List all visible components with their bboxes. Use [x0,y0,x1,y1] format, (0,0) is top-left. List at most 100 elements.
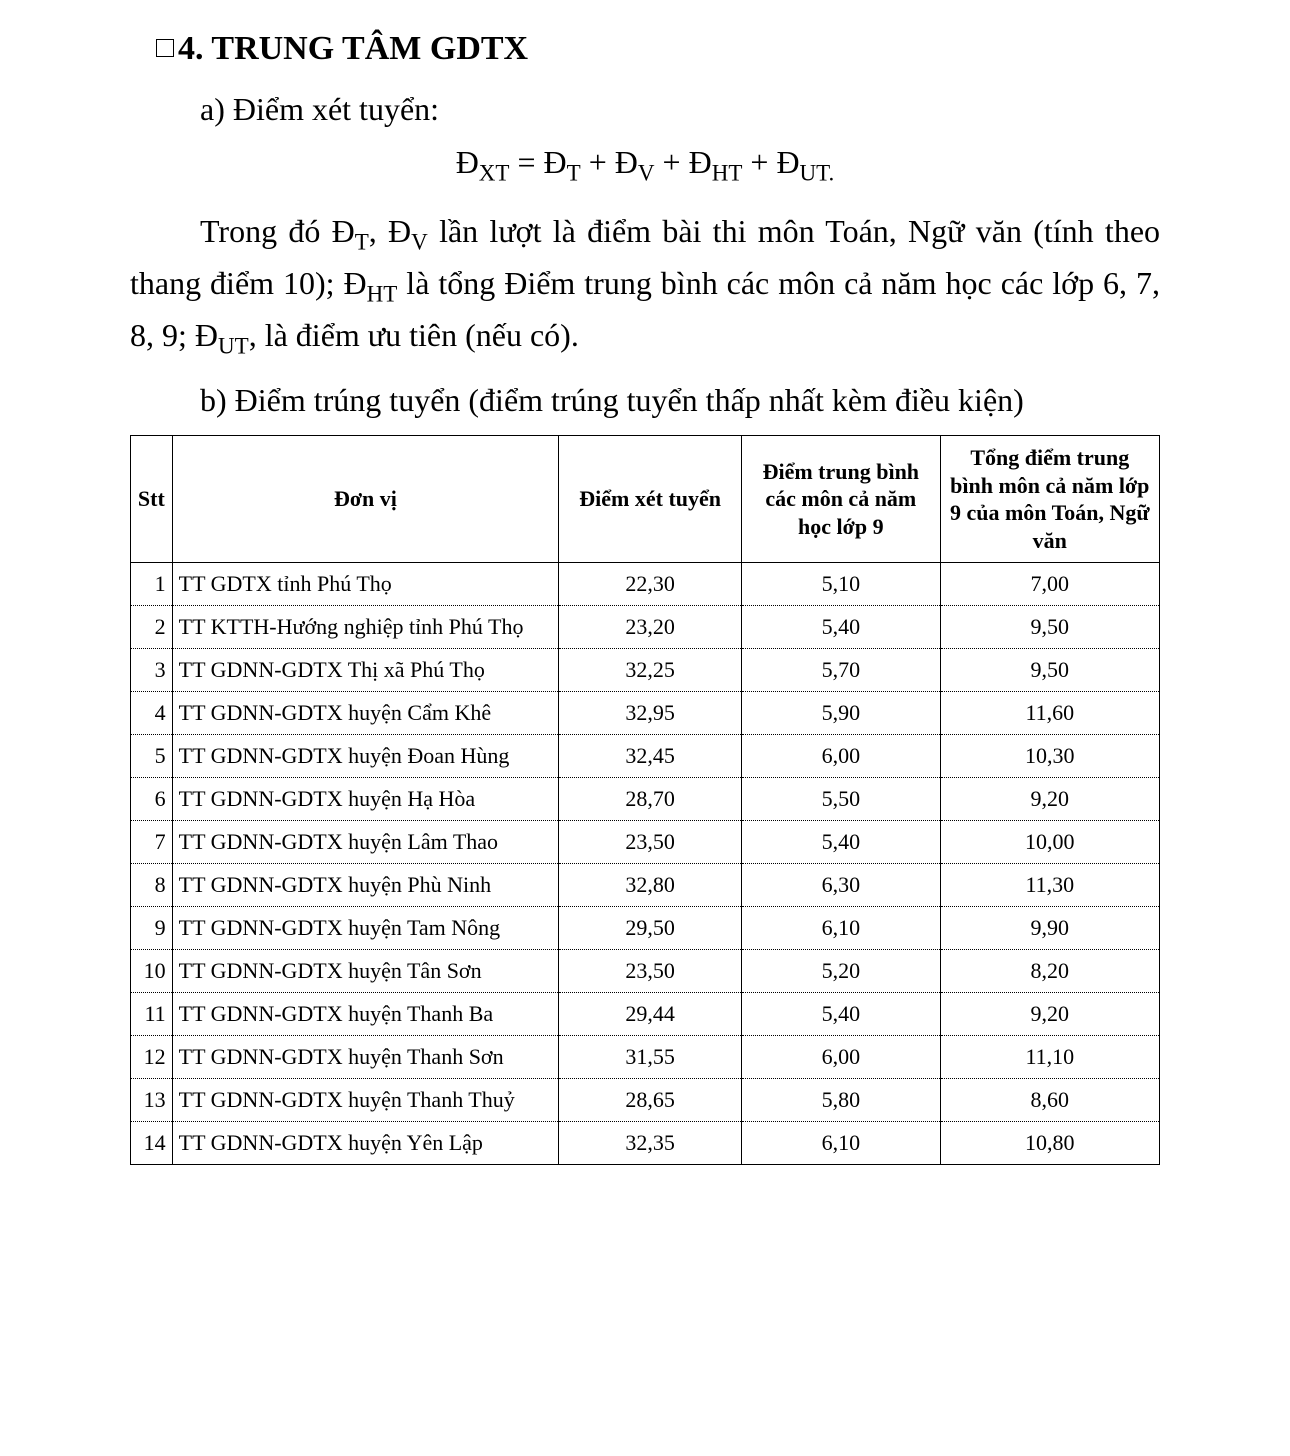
cell-value: 6,10 [742,1122,941,1165]
cell-value: 9,50 [940,649,1159,692]
table-row: 3TT GDNN-GDTX Thị xã Phú Thọ32,255,709,5… [131,649,1160,692]
cell-value: 5,40 [742,606,941,649]
cell-value: 9,20 [940,778,1159,821]
cell-value: 9,90 [940,907,1159,950]
cell-stt: 12 [131,1036,173,1079]
cell-value: 5,40 [742,993,941,1036]
cell-value: 9,20 [940,993,1159,1036]
cell-value: 32,95 [559,692,742,735]
cell-value: 10,80 [940,1122,1159,1165]
subsection-b: b) Điểm trúng tuyển (điểm trúng tuyển th… [130,377,1160,423]
cell-stt: 13 [131,1079,173,1122]
table-row: 12TT GDNN-GDTX huyện Thanh Sơn31,556,001… [131,1036,1160,1079]
cell-value: 11,60 [940,692,1159,735]
para-p1: Trong đó Đ [200,213,355,249]
col-header-stt: Stt [131,436,173,563]
table-body: 1TT GDTX tỉnh Phú Thọ22,305,107,002TT KT… [131,563,1160,1165]
cell-value: 23,50 [559,950,742,993]
col-header-diemxt: Điểm xét tuyển [559,436,742,563]
cell-stt: 3 [131,649,173,692]
cell-value: 29,44 [559,993,742,1036]
cell-stt: 9 [131,907,173,950]
para-p1-sub: T [355,228,369,254]
cell-value: 28,65 [559,1079,742,1122]
formula-t2-sub: V [638,160,655,186]
formula-t4: Đ [776,144,799,180]
cell-value: 5,20 [742,950,941,993]
cell-name: TT GDNN-GDTX Thị xã Phú Thọ [172,649,559,692]
cell-name: TT GDNN-GDTX huyện Tam Nông [172,907,559,950]
cell-stt: 6 [131,778,173,821]
cell-name: TT GDNN-GDTX huyện Yên Lập [172,1122,559,1165]
cell-value: 23,50 [559,821,742,864]
para-p4-sub: UT [218,332,249,358]
bullet-marker-icon [156,39,174,57]
table-row: 14TT GDNN-GDTX huyện Yên Lập32,356,1010,… [131,1122,1160,1165]
cell-value: 10,30 [940,735,1159,778]
cell-value: 6,00 [742,1036,941,1079]
cell-value: 32,80 [559,864,742,907]
cell-value: 11,30 [940,864,1159,907]
cell-stt: 4 [131,692,173,735]
cell-stt: 1 [131,563,173,606]
cell-value: 31,55 [559,1036,742,1079]
explanation-paragraph: Trong đó ĐT, ĐV lần lượt là điểm bài thi… [130,207,1160,363]
cell-value: 22,30 [559,563,742,606]
formula-t1: Đ [544,144,567,180]
cell-name: TT GDNN-GDTX huyện Cẩm Khê [172,692,559,735]
col-header-dtb9: Điểm trung bình các môn cả năm học lớp 9 [742,436,941,563]
cell-name: TT GDNN-GDTX huyện Thanh Thuỷ [172,1079,559,1122]
cell-name: TT GDNN-GDTX huyện Thanh Sơn [172,1036,559,1079]
cell-value: 8,60 [940,1079,1159,1122]
cell-value: 5,80 [742,1079,941,1122]
table-row: 6TT GDNN-GDTX huyện Hạ Hòa28,705,509,20 [131,778,1160,821]
table-row: 1TT GDTX tỉnh Phú Thọ22,305,107,00 [131,563,1160,606]
para-p2-sub: V [411,228,428,254]
cell-value: 6,30 [742,864,941,907]
formula-eq: = [510,144,544,180]
formula: ĐXT = ĐT + ĐV + ĐHT + ĐUT. [130,144,1160,186]
heading-text: 4. TRUNG TÂM GDTX [178,30,528,67]
cell-value: 5,70 [742,649,941,692]
section-heading: 4. TRUNG TÂM GDTX [130,30,1160,68]
cell-value: 28,70 [559,778,742,821]
formula-plus2: + [655,144,689,180]
table-row: 5TT GDNN-GDTX huyện Đoan Hùng32,456,0010… [131,735,1160,778]
cell-value: 8,20 [940,950,1159,993]
table-row: 9TT GDNN-GDTX huyện Tam Nông29,506,109,9… [131,907,1160,950]
cell-name: TT GDNN-GDTX huyện Đoan Hùng [172,735,559,778]
subsection-a: a) Điểm xét tuyển: [130,86,1160,132]
table-row: 4TT GDNN-GDTX huyện Cẩm Khê32,955,9011,6… [131,692,1160,735]
formula-t2: Đ [615,144,638,180]
cell-stt: 7 [131,821,173,864]
table-header: Stt Đơn vị Điểm xét tuyển Điểm trung bìn… [131,436,1160,563]
cell-value: 6,10 [742,907,941,950]
formula-t3-sub: HT [712,160,743,186]
col-header-tongdtb: Tổng điểm trung bình môn cả năm lớp 9 củ… [940,436,1159,563]
cell-stt: 10 [131,950,173,993]
cell-name: TT GDNN-GDTX huyện Thanh Ba [172,993,559,1036]
table-row: 8TT GDNN-GDTX huyện Phù Ninh32,806,3011,… [131,864,1160,907]
formula-plus1: + [581,144,615,180]
formula-t1-sub: T [567,160,581,186]
cell-value: 7,00 [940,563,1159,606]
cell-value: 5,50 [742,778,941,821]
para-p5: , là điểm ưu tiên (nếu có). [249,317,579,353]
scores-table: Stt Đơn vị Điểm xét tuyển Điểm trung bìn… [130,435,1160,1165]
formula-lhs: Đ [456,144,479,180]
cell-value: 32,45 [559,735,742,778]
para-p2: , Đ [369,213,411,249]
cell-value: 6,00 [742,735,941,778]
cell-value: 23,20 [559,606,742,649]
table-row: 2TT KTTH-Hướng nghiệp tỉnh Phú Thọ23,205… [131,606,1160,649]
cell-stt: 8 [131,864,173,907]
formula-t3: Đ [689,144,712,180]
cell-stt: 14 [131,1122,173,1165]
cell-value: 9,50 [940,606,1159,649]
cell-value: 5,10 [742,563,941,606]
cell-name: TT GDNN-GDTX huyện Phù Ninh [172,864,559,907]
cell-name: TT GDNN-GDTX huyện Lâm Thao [172,821,559,864]
cell-value: 5,40 [742,821,941,864]
cell-stt: 11 [131,993,173,1036]
cell-name: TT GDTX tỉnh Phú Thọ [172,563,559,606]
